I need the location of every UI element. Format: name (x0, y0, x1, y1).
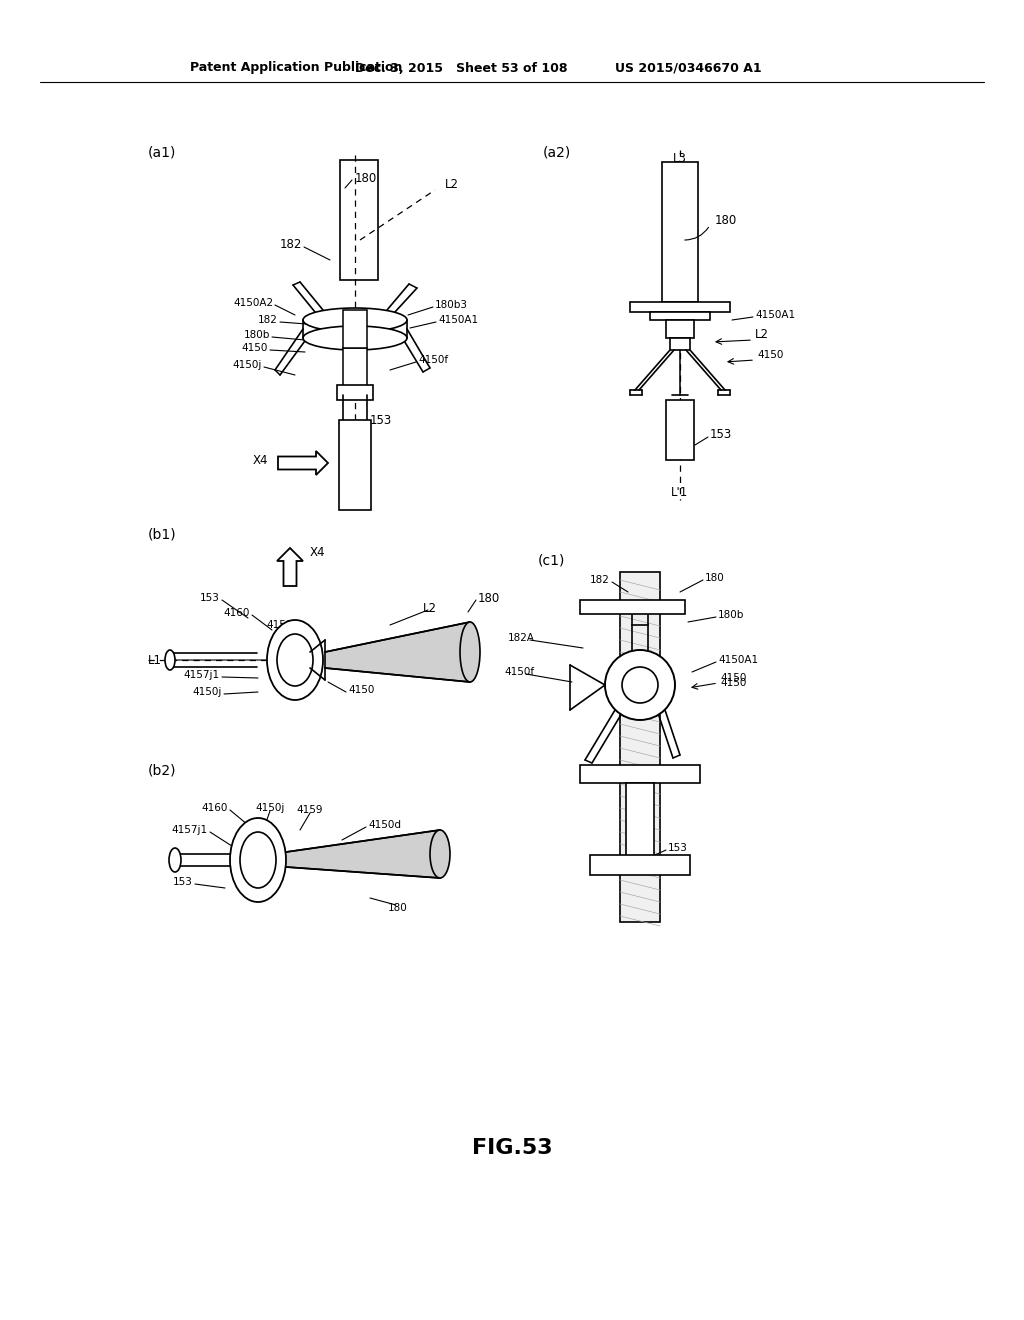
Text: 180b3: 180b3 (435, 300, 468, 310)
Text: 153: 153 (173, 876, 193, 887)
Text: 4157j1: 4157j1 (184, 671, 220, 680)
Bar (590, 855, 690, 875)
Polygon shape (272, 830, 440, 878)
Text: 4150A1: 4150A1 (755, 310, 795, 319)
Text: 4150: 4150 (757, 350, 783, 360)
Text: L2: L2 (423, 602, 437, 615)
Text: 180: 180 (715, 214, 737, 227)
Bar (340, 160, 378, 280)
Text: 4150d: 4150d (368, 820, 401, 830)
Text: L'1: L'1 (346, 471, 364, 484)
Bar (580, 766, 700, 783)
Text: L'1: L'1 (672, 486, 688, 499)
Ellipse shape (303, 326, 407, 350)
Polygon shape (325, 622, 470, 682)
Bar (580, 601, 685, 614)
Ellipse shape (267, 620, 323, 700)
Text: 153: 153 (370, 413, 392, 426)
Ellipse shape (230, 818, 286, 902)
Text: 4150A2: 4150A2 (233, 298, 274, 308)
Text: 4159: 4159 (297, 805, 324, 814)
Text: 182: 182 (258, 315, 278, 325)
Bar (666, 319, 694, 338)
Bar (620, 572, 660, 921)
Text: Patent Application Publication: Patent Application Publication (190, 62, 402, 74)
Bar (650, 312, 710, 319)
Ellipse shape (605, 649, 675, 719)
Text: (a2): (a2) (543, 145, 571, 158)
Polygon shape (278, 451, 328, 475)
Text: US 2015/0346670 A1: US 2015/0346670 A1 (615, 62, 762, 74)
Text: 4150: 4150 (242, 343, 268, 352)
Ellipse shape (240, 832, 276, 888)
Bar (343, 348, 367, 388)
Ellipse shape (460, 622, 480, 682)
Text: 4160: 4160 (202, 803, 228, 813)
Ellipse shape (165, 649, 175, 671)
Bar (630, 302, 730, 312)
Text: 180: 180 (705, 573, 725, 583)
Text: 182A: 182A (508, 634, 535, 643)
Bar (339, 420, 371, 510)
Text: 180b: 180b (718, 610, 744, 620)
Ellipse shape (430, 830, 450, 878)
Text: 182: 182 (590, 576, 610, 585)
Text: 4150: 4150 (720, 673, 746, 682)
Bar (337, 385, 373, 400)
Text: 4150f: 4150f (504, 667, 535, 677)
Text: 4150j: 4150j (193, 686, 222, 697)
Bar (670, 338, 690, 350)
Text: 153: 153 (710, 429, 732, 441)
Text: 180b: 180b (244, 330, 270, 341)
Text: 4150A1: 4150A1 (718, 655, 758, 665)
Text: 4150: 4150 (720, 678, 746, 688)
Text: L2: L2 (445, 178, 459, 191)
Text: 180: 180 (388, 903, 408, 913)
Text: 4150A1: 4150A1 (438, 315, 478, 325)
Bar (666, 400, 694, 459)
Text: 4150j: 4150j (255, 803, 285, 813)
Text: 4160: 4160 (223, 609, 250, 618)
Text: L3: L3 (673, 152, 687, 165)
Text: (b1): (b1) (148, 528, 176, 543)
Text: 180: 180 (478, 591, 501, 605)
Polygon shape (278, 548, 303, 586)
Ellipse shape (169, 847, 181, 873)
Text: Dec. 3, 2015   Sheet 53 of 108: Dec. 3, 2015 Sheet 53 of 108 (355, 62, 567, 74)
Text: 4159: 4159 (266, 620, 293, 630)
Ellipse shape (622, 667, 658, 704)
Ellipse shape (278, 634, 313, 686)
Text: 182: 182 (280, 239, 302, 252)
Text: X4: X4 (253, 454, 268, 466)
Text: FIG.53: FIG.53 (472, 1138, 552, 1158)
Text: n50: n50 (650, 681, 669, 690)
Bar (662, 162, 698, 302)
Bar (343, 310, 367, 348)
Text: 4157j1: 4157j1 (172, 825, 208, 836)
Text: L1: L1 (148, 653, 162, 667)
Text: 153: 153 (200, 593, 220, 603)
Text: 180: 180 (355, 172, 377, 185)
Text: (c1): (c1) (538, 553, 565, 568)
Text: 4150j: 4150j (232, 360, 262, 370)
Text: X4: X4 (310, 545, 326, 558)
Text: L2: L2 (755, 329, 769, 342)
Text: (b2): (b2) (148, 763, 176, 777)
Text: (a1): (a1) (148, 145, 176, 158)
Ellipse shape (303, 308, 407, 333)
Bar (626, 783, 654, 858)
Text: 4150: 4150 (348, 685, 375, 696)
Text: 4150f: 4150f (418, 355, 449, 366)
Text: 153: 153 (668, 843, 688, 853)
